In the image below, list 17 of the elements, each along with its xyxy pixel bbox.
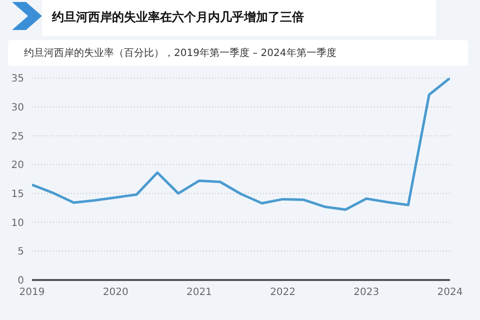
y-tick-label: 25 — [11, 131, 24, 142]
chart-title: 约旦河西岸的失业率在六个月内几乎增加了三倍 — [52, 9, 304, 26]
y-tick-label: 15 — [11, 188, 24, 200]
x-tick-label: 2020 — [102, 287, 128, 298]
y-tick-label: 10 — [11, 218, 24, 229]
x-tick-label: 2022 — [270, 287, 296, 298]
y-tick-label: 35 — [11, 74, 24, 85]
x-tick-label: 2019 — [19, 287, 45, 298]
x-tick-label: 2023 — [354, 287, 380, 298]
y-tick-label: 5 — [18, 246, 24, 258]
chart-subtitle: 约旦河西岸的失业率（百分比），2019年第一季度 – 2024年第一季度 — [24, 46, 336, 60]
y-tick-label: 20 — [11, 160, 24, 172]
y-tick-label: 30 — [11, 102, 24, 114]
line-series — [32, 78, 450, 211]
x-tick-label: 2024 — [437, 287, 463, 298]
x-tick-label: 2021 — [186, 287, 212, 298]
y-tick-label: 0 — [18, 276, 24, 287]
